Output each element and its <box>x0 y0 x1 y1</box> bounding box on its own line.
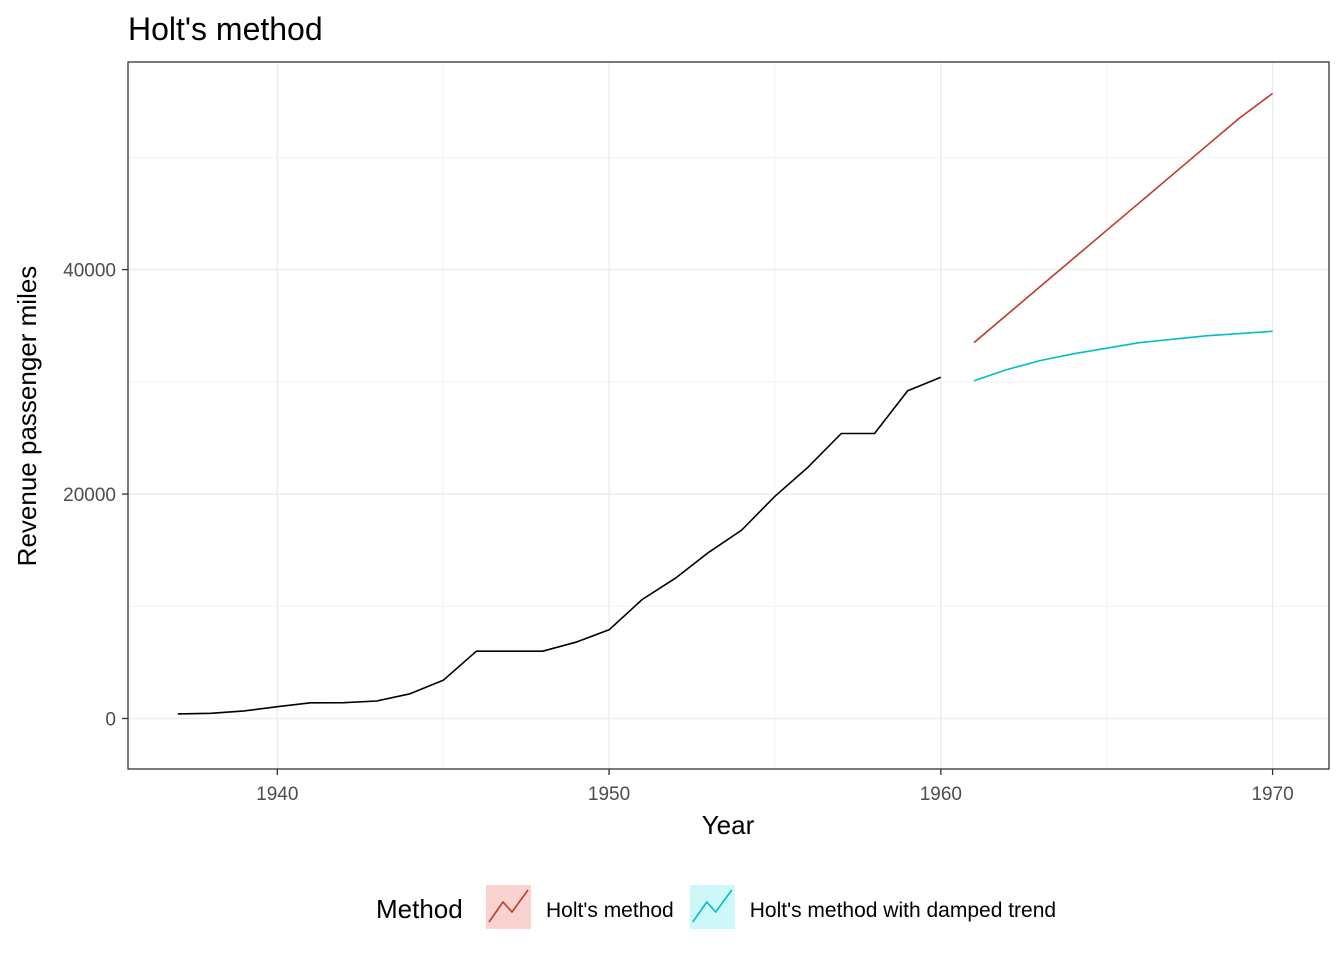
y-tick-label: 20000 <box>63 485 116 506</box>
x-axis-title: Year <box>702 810 755 840</box>
legend-item: Holt's method <box>486 885 674 929</box>
legend-label: Holt's method <box>546 899 674 922</box>
y-axis: 0 20000 40000 <box>63 261 128 731</box>
x-tick-label: 1940 <box>256 784 298 805</box>
legend-item: Holt's method with damped trend <box>689 885 1056 929</box>
plot-background <box>128 62 1329 769</box>
x-axis: 1940 1950 1960 1970 <box>256 769 1294 805</box>
series-lines <box>177 92 1274 715</box>
x-tick-label: 1960 <box>920 784 962 805</box>
y-tick-label: 0 <box>105 710 116 731</box>
observed-series-line <box>177 376 942 715</box>
chart-title: Holt's method <box>128 11 323 47</box>
plot-border <box>127 61 1330 770</box>
legend-keys: Holt's method Holt's method with damped t… <box>486 885 1056 929</box>
legend-key-line <box>692 889 733 923</box>
x-tick-label: 1970 <box>1251 784 1293 805</box>
plot-panel <box>127 61 1330 770</box>
legend-key-line <box>488 889 529 923</box>
holts-method-line <box>973 92 1274 344</box>
grid <box>128 62 1329 769</box>
holts-damped-trend-line <box>973 330 1273 382</box>
legend-label: Holt's method with damped trend <box>750 899 1056 922</box>
y-axis-title: Revenue passenger miles <box>12 266 42 567</box>
y-tick-label: 40000 <box>63 261 116 282</box>
x-tick-label: 1950 <box>588 784 630 805</box>
legend: Method Holt's method Holt's method with d… <box>376 885 1056 929</box>
legend-title: Method <box>376 894 463 924</box>
